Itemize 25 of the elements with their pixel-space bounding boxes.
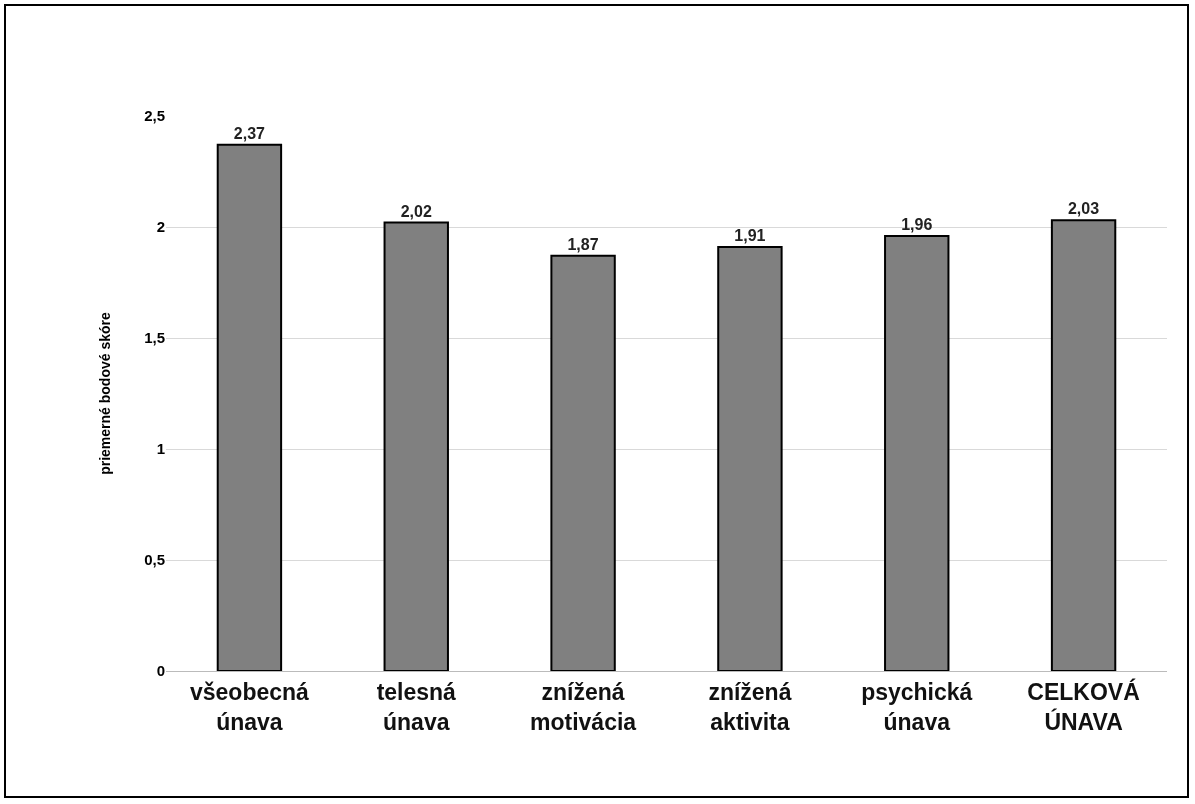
bar <box>884 234 950 671</box>
data-label: 1,91 <box>734 226 766 244</box>
x-tick-label: znížená aktivita <box>708 678 792 735</box>
y-tick-label: 1 <box>156 440 165 458</box>
bar <box>550 254 616 671</box>
bar <box>1050 219 1117 671</box>
y-tick-label: 0,5 <box>144 551 165 569</box>
bar <box>383 221 449 671</box>
bar <box>216 143 283 671</box>
x-tick-label: CELKOVÁ ÚNAVA <box>1027 677 1140 735</box>
data-label: 1,96 <box>901 215 933 233</box>
data-label: 2,03 <box>1067 200 1100 218</box>
data-label: 2,02 <box>400 202 432 220</box>
y-tick-label: 2,5 <box>144 107 165 125</box>
y-tick-label: 2 <box>156 218 165 236</box>
x-tick-label: telesná únava <box>376 678 457 735</box>
x-tick-label: psychická únava <box>861 678 973 735</box>
y-tick-label: 0 <box>156 662 165 680</box>
y-axis-title: priemerné bodové skóre <box>96 311 113 475</box>
x-tick-label: všeobecná únava <box>189 678 310 735</box>
x-tick-label: znížená motivácia <box>530 678 637 735</box>
bar <box>717 245 783 671</box>
data-label: 1,87 <box>567 235 599 253</box>
data-label: 2,37 <box>233 124 266 142</box>
y-tick-label: 1,5 <box>144 329 165 347</box>
